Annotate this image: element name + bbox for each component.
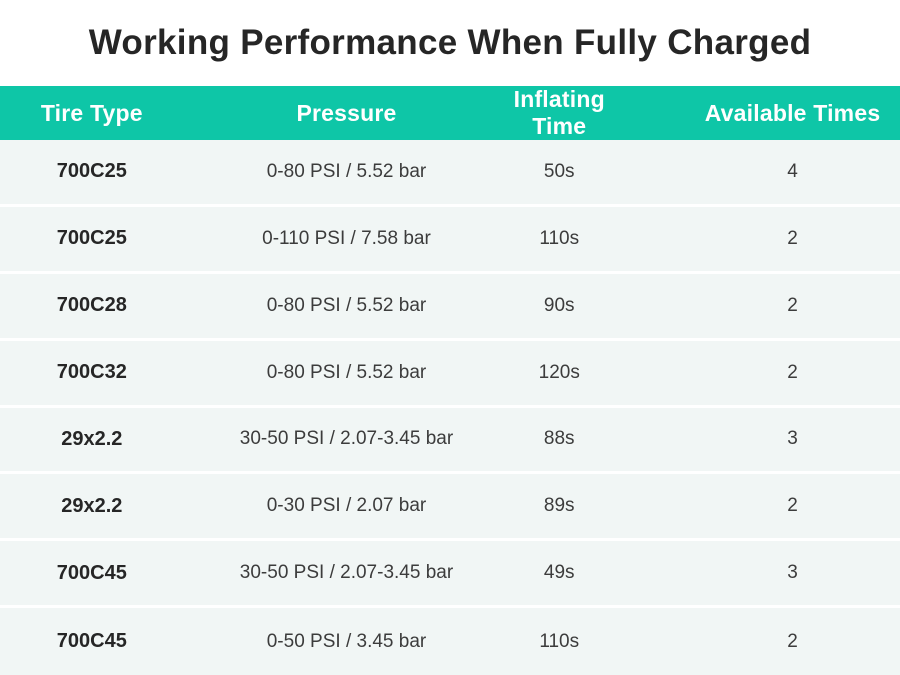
pressure-cell: 0-110 PSI / 7.58 bar [262,227,431,249]
pressure-cell: 30-50 PSI / 2.07-3.45 bar [239,562,454,584]
available-times-cell: 2 [787,294,798,316]
table-header-row: Tire Type Pressure Inflating Time Availa… [0,86,900,140]
inflating-time-cell: 120s [538,361,580,383]
table-body: 700C25 0-80 PSI / 5.52 bar 50s 4 700C25 … [0,140,900,675]
tire-type-cell: 29x2.2 [61,494,123,517]
tire-type-cell: 700C25 [56,227,127,250]
pressure-cell: 0-50 PSI / 3.45 bar [266,630,427,652]
title-bar: Working Performance When Fully Charged [0,0,900,86]
available-times-cell: 2 [787,227,798,249]
table-row: 700C25 0-80 PSI / 5.52 bar 50s 4 [0,140,900,207]
pressure-cell: 30-50 PSI / 2.07-3.45 bar [239,428,454,450]
available-times-cell: 2 [787,630,798,652]
inflating-time-cell: 50s [543,160,575,182]
inflating-time-cell: 88s [543,428,575,450]
pressure-cell: 0-80 PSI / 5.52 bar [266,160,427,182]
inflating-time-cell: 89s [543,495,575,517]
tire-type-cell: 700C25 [56,160,127,183]
available-times-cell: 2 [787,361,798,383]
tire-type-cell: 700C45 [56,561,127,584]
pressure-cell: 0-80 PSI / 5.52 bar [266,361,427,383]
table-row: 29x2.2 0-30 PSI / 2.07 bar 89s 2 [0,474,900,542]
tire-type-cell: 700C45 [56,630,127,653]
table-row: 29x2.2 30-50 PSI / 2.07-3.45 bar 88s 3 [0,407,900,475]
available-times-cell: 3 [787,562,798,584]
tire-type-cell: 700C28 [56,294,127,317]
inflating-time-cell: 110s [539,630,580,652]
table-row: 700C28 0-80 PSI / 5.52 bar 90s 2 [0,273,900,341]
table-row: 700C45 0-50 PSI / 3.45 bar 110s 2 [0,608,900,675]
pressure-cell: 0-30 PSI / 2.07 bar [266,495,427,517]
inflating-time-cell: 110s [539,227,580,249]
pressure-cell: 0-80 PSI / 5.52 bar [266,294,427,316]
column-header-tire-type: Tire Type [40,99,143,126]
table-row: 700C25 0-110 PSI / 7.58 bar 110s 2 [0,206,900,274]
available-times-cell: 3 [787,428,798,450]
inflating-time-cell: 90s [543,294,575,316]
column-header-available-times: Available Times [704,99,881,126]
table-row: 700C45 30-50 PSI / 2.07-3.45 bar 49s 3 [0,541,900,609]
available-times-cell: 2 [787,495,798,517]
column-header-inflating-time: Inflating Time [513,86,605,139]
page-title: Working Performance When Fully Charged [88,23,812,62]
column-header-pressure: Pressure [296,99,397,126]
inflating-time-cell: 49s [543,562,575,584]
table-row: 700C32 0-80 PSI / 5.52 bar 120s 2 [0,340,900,408]
available-times-cell: 4 [787,160,798,182]
tire-type-cell: 29x2.2 [61,427,123,450]
tire-type-cell: 700C32 [56,361,127,384]
